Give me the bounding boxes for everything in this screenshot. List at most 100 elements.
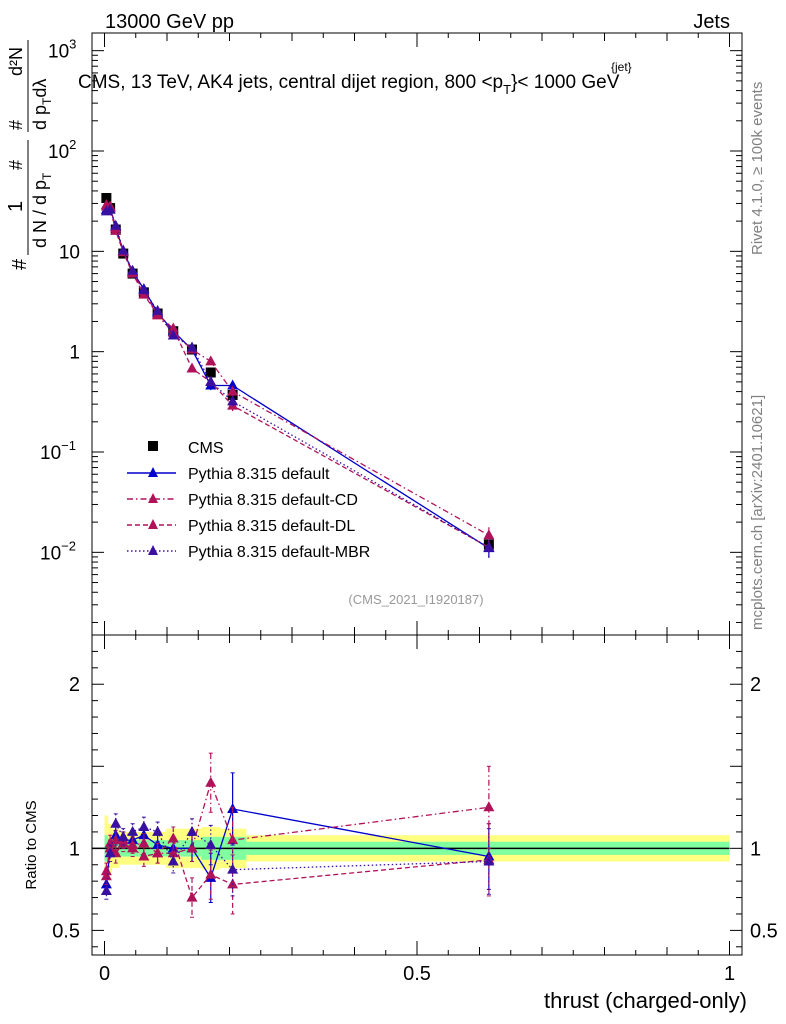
plot-title-suffix: }< 1000 GeV: [511, 72, 620, 93]
ratio-y-tick-label-right: 1: [750, 838, 761, 860]
ratio-point-cd: [138, 837, 150, 848]
point-mbr: [205, 375, 217, 386]
x-axis-label: thrust (charged-only): [544, 988, 747, 1013]
x-tick-label: 1: [724, 963, 735, 985]
point-mbr: [104, 203, 116, 214]
y-label-pre: #: [9, 258, 31, 270]
mcplots-label: mcplots.cern.ch [arXiv:2401.10621]: [749, 395, 766, 630]
point-cd: [483, 529, 495, 540]
legend-marker-cms: [148, 441, 158, 451]
y-axis-label: # 1 # d N / d pT d²N # d pTdλ: [5, 40, 54, 270]
legend-label-default: Pythia 8.315 default: [188, 466, 330, 483]
ratio-point-mbr: [205, 839, 217, 850]
point-dl: [167, 322, 179, 333]
ratio-point-mbr: [152, 825, 164, 836]
point-mbr: [227, 395, 239, 406]
x-tick-label: 0.5: [403, 963, 431, 985]
ratio-y-tick-label: 2: [69, 674, 80, 696]
data-point-cms: [101, 193, 112, 204]
ratio-y-tick-label-right: 0.5: [750, 920, 778, 942]
ratio-series-mbr: [100, 813, 495, 900]
ratio-point-dl: [186, 891, 198, 902]
ratio-point-mbr: [227, 863, 239, 874]
legend-label-mbr: Pythia 8.315 default-MBR: [188, 544, 370, 561]
ratio-axes: 0 0.5 1 2 2 1 1 0.5 0.5: [52, 634, 778, 985]
y-label-main-top: d²N: [6, 47, 26, 76]
ratio-y-tick-label-right: 2: [750, 674, 761, 696]
legend-marker-dl: [148, 519, 158, 529]
ratio-line-cd: [105, 780, 489, 877]
ratio-y-label: Ratio to CMS: [23, 800, 40, 889]
series-mbr: [100, 203, 495, 558]
ratio-point-dl: [205, 868, 217, 879]
ratio-point-cd: [205, 776, 217, 787]
ratio-point-mbr: [127, 825, 139, 836]
point-dl: [186, 362, 198, 373]
ratio-point-mbr: [117, 830, 129, 841]
legend-label-dl: Pythia 8.315 default-DL: [188, 518, 355, 535]
ratio-line-mbr: [105, 821, 489, 892]
y-label-frac-bottom-sub: T: [40, 172, 54, 180]
ratio-point-mbr: [110, 817, 122, 828]
point-mbr: [186, 341, 198, 352]
y-label-main-frac-top: #: [6, 120, 26, 130]
point-mbr: [167, 329, 179, 340]
ratio-point-mbr: [167, 855, 179, 866]
ratio-point-cd: [110, 834, 122, 845]
ratio-point-mbr: [186, 825, 198, 836]
point-mbr: [138, 284, 150, 295]
point-cd: [227, 385, 239, 396]
series-line-cd: [106, 205, 490, 536]
ratio-point-mbr: [138, 821, 150, 831]
collision-label: 13000 GeV pp: [105, 11, 234, 33]
svg-text:d N / d pT: d N / d pT: [30, 172, 54, 248]
plot-title-sup: {jet}: [611, 60, 632, 74]
plot-title-sub: T: [503, 82, 511, 97]
ratio-point-cd: [186, 842, 198, 853]
legend-label-cms: CMS: [188, 440, 224, 457]
ratio-point-dl: [138, 850, 150, 861]
ratio-point-dl: [117, 837, 129, 848]
svg-text:d pTdλ: d pTdλ: [30, 79, 54, 130]
ratio-point-dl: [167, 832, 179, 843]
ratio-point-dl: [127, 842, 139, 853]
ratio-point-dl: [100, 865, 112, 876]
rivet-label: Rivet 4.1.0, ≥ 100k events: [749, 82, 766, 255]
plot-title-prefix: CMS, 13 TeV, AK4 jets, central dijet reg…: [78, 72, 503, 93]
y-label-one: 1: [5, 201, 27, 212]
legend-marker-mbr: [148, 545, 158, 555]
point-mbr: [110, 219, 122, 230]
legend-label-cd: Pythia 8.315 default-CD: [188, 492, 358, 509]
plot-title: CMS, 13 TeV, AK4 jets, central dijet reg…: [78, 60, 632, 97]
ratio-frame: [91, 634, 743, 956]
point-mbr: [483, 541, 495, 552]
ratio-point-cd: [483, 801, 495, 812]
point-mbr: [117, 244, 129, 255]
legend-marker-cd: [148, 493, 158, 503]
ratio-y-tick-label: 0.5: [52, 920, 80, 942]
ratio-point-cd: [227, 834, 239, 845]
ratio-point-cd: [167, 847, 179, 858]
y-label-main-bottom-tail: dλ: [30, 79, 50, 98]
point-cd: [205, 355, 217, 366]
y-label-frac-bottom: d N / d p: [30, 180, 50, 248]
y-tick-label: 102: [48, 137, 76, 163]
point-mbr: [127, 264, 139, 275]
ratio-series: [100, 752, 495, 918]
ratio-point-mbr: [483, 855, 495, 866]
ratio-point-mbr: [104, 847, 116, 858]
y-tick-label: 10−2: [40, 538, 76, 564]
y-tick-label: 103: [48, 37, 76, 63]
legend-marker-default: [148, 467, 158, 477]
y-tick-label: 10: [59, 242, 80, 263]
y-label-frac-top: #: [6, 160, 26, 170]
main-series: [100, 193, 495, 558]
y-tick-label: 1: [69, 343, 80, 364]
category-label: Jets: [693, 11, 730, 33]
y-label-main-bottom: d p: [30, 105, 50, 130]
legend: CMS Pythia 8.315 default Pythia 8.315 de…: [127, 440, 370, 561]
ratio-line-dl: [105, 837, 489, 899]
ratio-point-mbr: [100, 885, 112, 895]
ratio-y-tick-label: 1: [69, 838, 80, 860]
